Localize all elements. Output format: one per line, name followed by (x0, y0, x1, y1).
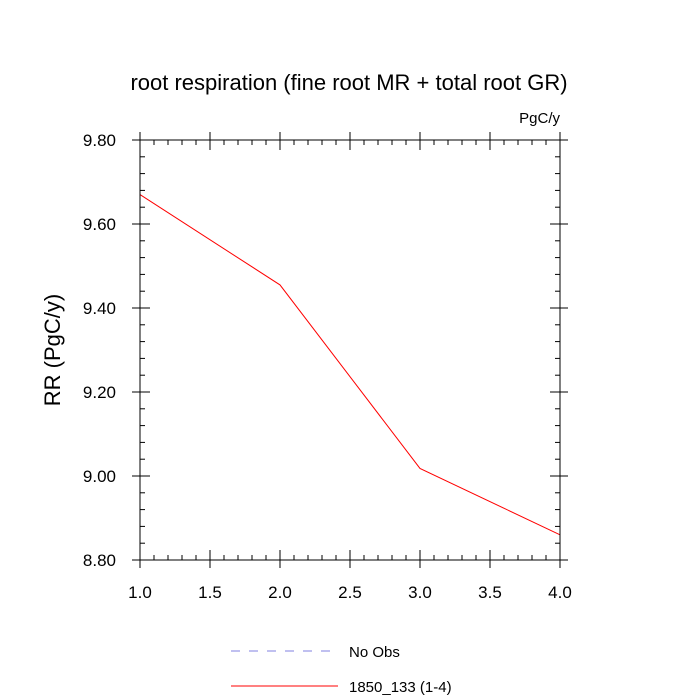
legend-label-1850-133: 1850_133 (1-4) (349, 679, 452, 696)
y-tick-label: 9.40 (83, 299, 116, 318)
x-tick-label: 2.0 (268, 583, 292, 602)
x-tick-label: 1.0 (128, 583, 152, 602)
x-tick-label: 4.0 (548, 583, 572, 602)
legend: No Obs 1850_133 (1-4) (231, 644, 452, 696)
chart-title: root respiration (fine root MR + total r… (130, 70, 567, 95)
y-tick-label: 9.00 (83, 467, 116, 486)
units-label: PgC/y (519, 110, 560, 127)
legend-label-no-obs: No Obs (349, 644, 400, 661)
plot-frame (139, 139, 561, 561)
y-tick-label: 9.20 (83, 383, 116, 402)
series-lines (139, 194, 561, 536)
x-tick-labels: 1.0 1.5 2.0 2.5 3.0 3.5 4.0 (128, 583, 572, 602)
y-tick-labels: 8.80 9.00 9.20 9.40 9.60 9.80 (83, 131, 116, 570)
y-tick-label: 9.60 (83, 215, 116, 234)
x-tick-label: 2.5 (338, 583, 362, 602)
y-tick-label: 9.80 (83, 131, 116, 150)
y-axis-label: RR (PgC/y) (40, 294, 65, 406)
y-tick-label: 8.80 (83, 551, 116, 570)
major-ticks (132, 132, 568, 568)
x-tick-label: 1.5 (198, 583, 222, 602)
x-tick-label: 3.5 (478, 583, 502, 602)
series-line-1 (139, 194, 561, 536)
x-tick-label: 3.0 (408, 583, 432, 602)
minor-ticks (140, 140, 560, 560)
